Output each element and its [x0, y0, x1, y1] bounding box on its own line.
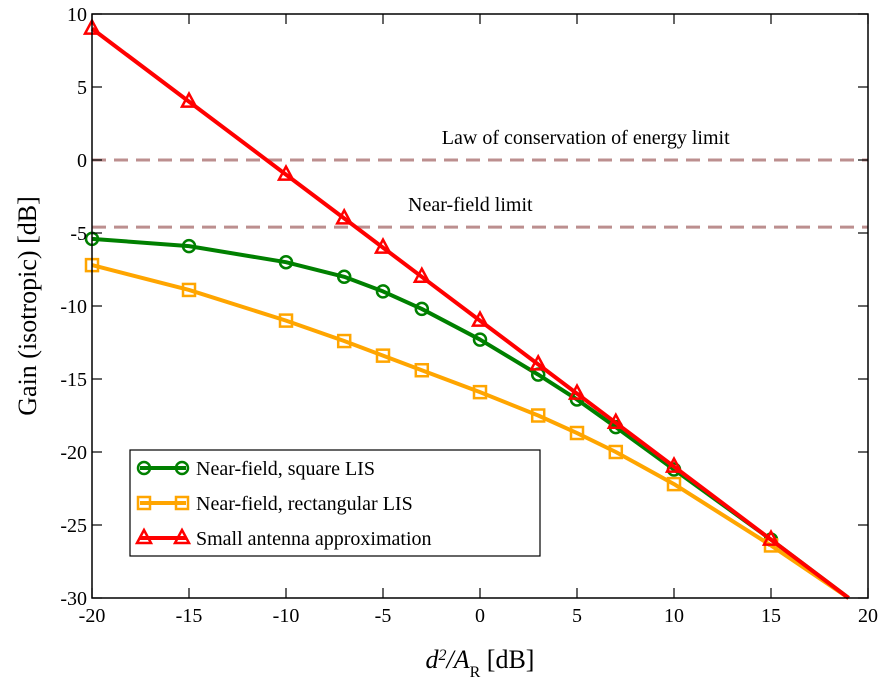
series-line — [90, 27, 850, 600]
legend: Near-field, square LIS Near-field, rectan… — [129, 449, 541, 557]
legend-marker — [174, 460, 190, 476]
data-point — [375, 348, 391, 363]
data-point — [335, 207, 354, 225]
data-point — [470, 309, 490, 327]
reference-line-label: Near-field limit — [408, 194, 533, 216]
data-point — [608, 444, 624, 460]
legend-label: Small antenna approximation — [196, 528, 432, 550]
series-2 — [84, 257, 850, 600]
x-axis-label: d2/AR [dB] — [426, 645, 535, 680]
data-point — [569, 425, 585, 441]
data-point — [666, 476, 682, 492]
legend-marker — [172, 527, 192, 545]
data-point — [336, 333, 352, 349]
x-tick-label: 5 — [572, 605, 582, 627]
legend-label: Near-field, square LIS — [196, 458, 375, 480]
y-tick-label: 10 — [67, 4, 87, 26]
y-tick-label: 0 — [77, 150, 87, 172]
series-layer — [82, 17, 850, 600]
x-axis-label-unit: [dB] — [480, 645, 534, 674]
x-axis-label-mid: /A — [445, 645, 470, 674]
x-tick-label: -20 — [79, 605, 106, 627]
data-point — [278, 313, 294, 328]
y-tick-label: -20 — [60, 442, 87, 464]
legend-label: Near-field, rectangular LIS — [196, 493, 413, 515]
ticks: -20 -15 -10 -5 0 5 10 15 20 -30 -25 -20 -15 -10 -5 0 5 10 — [60, 4, 878, 627]
data-point — [606, 412, 625, 430]
y-tick-label: -15 — [60, 369, 87, 391]
data-point — [472, 332, 488, 347]
data-point — [414, 362, 430, 378]
series-3 — [82, 17, 850, 600]
data-point — [375, 284, 391, 299]
data-point — [414, 301, 430, 317]
x-axis-label-main: d — [426, 645, 440, 674]
data-point — [529, 353, 548, 371]
y-tick-label: -10 — [60, 296, 87, 318]
data-point — [276, 163, 296, 181]
legend-box — [129, 449, 541, 557]
reference-lines: Law of conservation of energy limit Near-… — [92, 127, 868, 229]
data-point — [336, 269, 352, 285]
x-tick-label: 0 — [475, 605, 485, 627]
data-point — [181, 282, 197, 298]
x-axis-label-sub: R — [470, 664, 481, 680]
data-point — [373, 236, 393, 254]
x-tick-label: -5 — [375, 605, 392, 627]
x-tick-label: -10 — [273, 605, 300, 627]
series-line — [91, 236, 850, 600]
y-tick-label: 5 — [77, 77, 87, 99]
data-point — [181, 238, 197, 254]
x-tick-label: 15 — [761, 605, 781, 627]
x-tick-label: -15 — [176, 605, 203, 627]
legend-marker — [174, 495, 190, 511]
reference-line-label: Law of conservation of energy limit — [442, 127, 730, 149]
data-point — [278, 254, 294, 270]
y-axis-label: Gain (isotropic) [dB] — [13, 196, 42, 416]
y-tick-label: -5 — [70, 223, 87, 245]
data-point — [412, 266, 431, 284]
x-tick-label: 10 — [664, 605, 684, 627]
data-point — [179, 90, 199, 108]
x-axis-label-sup: 2 — [439, 647, 447, 664]
data-point — [530, 408, 546, 423]
legend-marker — [136, 460, 152, 476]
legend-marker — [136, 495, 152, 511]
x-tick-label: 20 — [858, 605, 878, 627]
data-point — [761, 528, 781, 546]
y-tick-label: -30 — [60, 588, 87, 610]
data-point — [664, 455, 684, 473]
data-point — [567, 382, 587, 400]
legend-marker — [134, 527, 154, 545]
series-line — [91, 263, 850, 600]
legend-items: Near-field, square LIS Near-field, rectan… — [134, 458, 432, 550]
y-tick-label: -25 — [60, 515, 87, 537]
data-point — [472, 384, 488, 400]
